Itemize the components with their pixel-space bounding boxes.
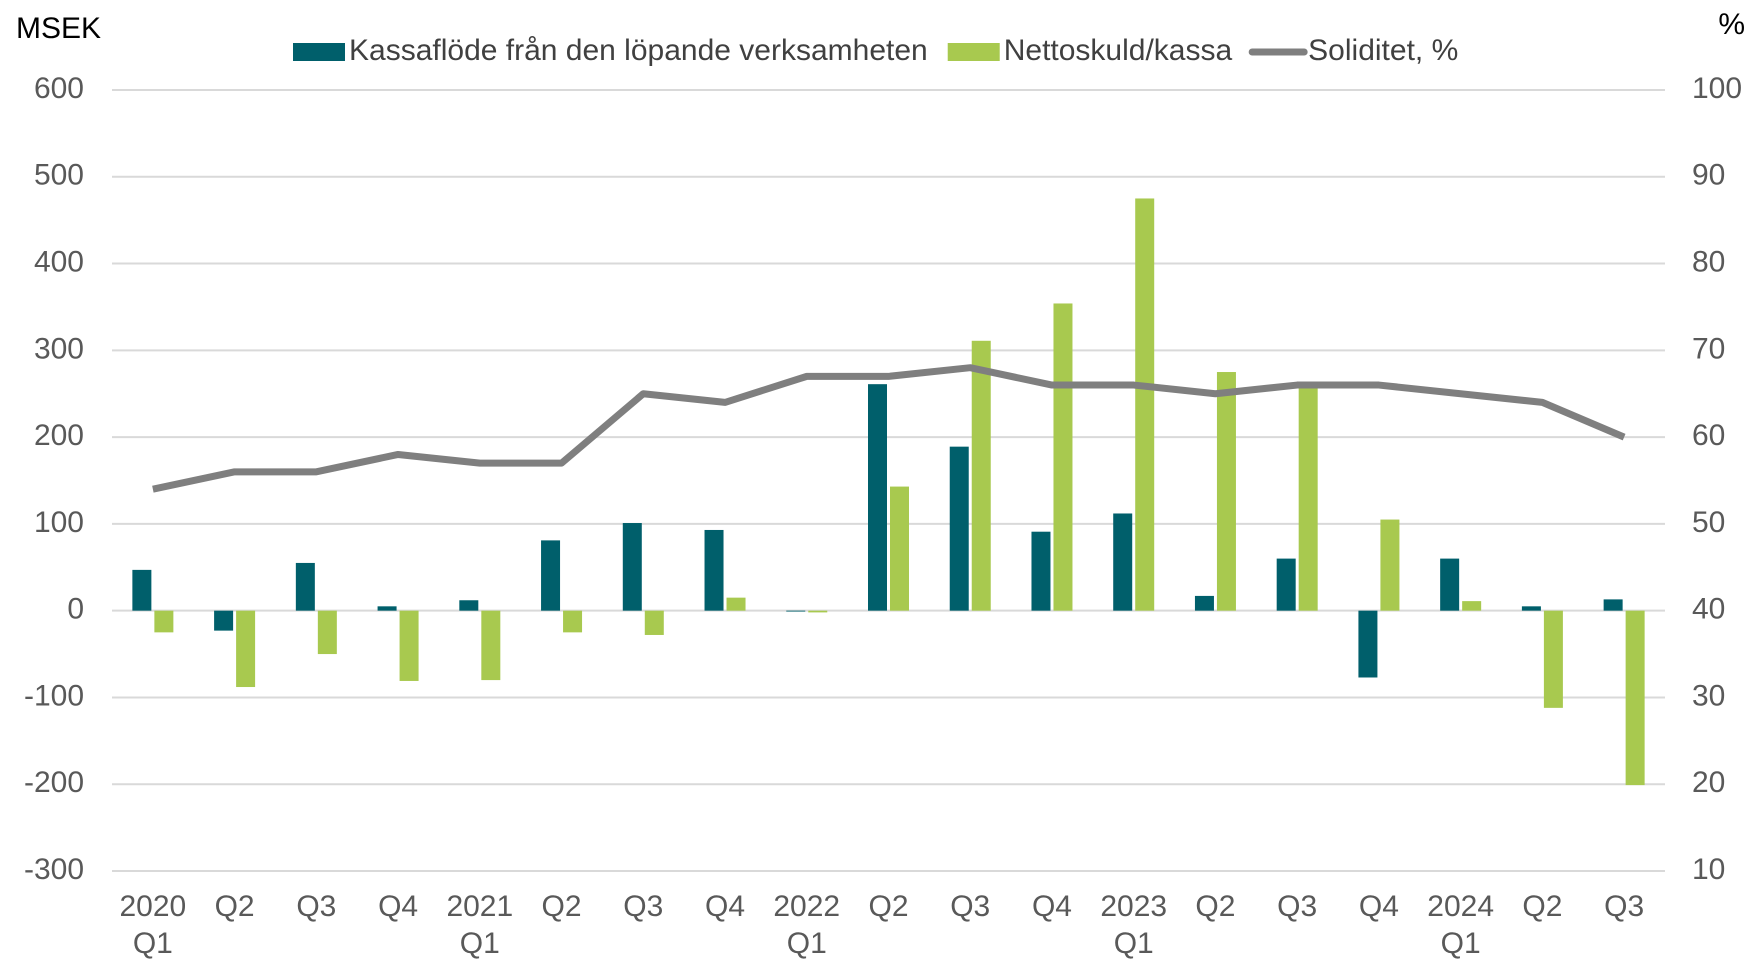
legend-label: Nettoskuld/kassa (1004, 34, 1233, 67)
y2-tick-label: 60 (1692, 419, 1725, 452)
x-tick-label: Q4 (1359, 890, 1399, 923)
x-tick-label: Q3 (623, 890, 663, 923)
y2-tick-label: 10 (1692, 853, 1725, 886)
legend-label: Kassaflöde från den löpande verksamheten (349, 34, 928, 67)
x-tick-label: 2024 Q1 (1427, 890, 1494, 960)
bar (214, 610, 234, 631)
y2-tick-label: 90 (1692, 159, 1725, 192)
y2-tick-label: 40 (1692, 593, 1725, 626)
x-tick-label: 2021 Q1 (446, 890, 513, 960)
y2-tick-label: 30 (1692, 679, 1725, 712)
x-tick-label: Q2 (215, 890, 255, 923)
y-tick-label: -300 (24, 853, 84, 886)
x-tick-label: Q2 (868, 890, 908, 923)
y2-tick-label: 70 (1692, 332, 1725, 365)
y-tick-label: 300 (34, 332, 84, 365)
x-tick-label: 2022 Q1 (773, 890, 840, 960)
y-tick-label: 100 (34, 506, 84, 539)
bar (317, 610, 337, 655)
bar (1462, 601, 1482, 611)
bar (1603, 599, 1623, 611)
bar (971, 340, 991, 611)
bar (154, 610, 174, 633)
bar (1135, 198, 1155, 611)
x-tick-label: Q4 (1032, 890, 1072, 923)
y-axis-label: MSEK (16, 12, 101, 45)
y-tick-label: 0 (67, 593, 84, 626)
bar (1216, 372, 1236, 611)
y-tick-label: 500 (34, 159, 84, 192)
bar (377, 606, 397, 611)
bar (949, 446, 969, 611)
x-tick-label: Q4 (378, 890, 418, 923)
bar (1276, 558, 1296, 611)
bar (1053, 303, 1073, 611)
x-tick-label: Q2 (1522, 890, 1562, 923)
y2-tick-label: 50 (1692, 506, 1725, 539)
y-tick-label: 400 (34, 245, 84, 278)
bar (1521, 606, 1541, 611)
bar (868, 384, 887, 611)
bar (622, 523, 642, 611)
bar (236, 610, 256, 688)
bar (808, 610, 828, 613)
legend-swatch (293, 43, 345, 61)
y-tick-label: -200 (24, 766, 84, 799)
y2-axis-label: % (1718, 8, 1745, 41)
bar (1358, 610, 1378, 678)
line (152, 364, 1626, 493)
legend: Kassaflöde från den löpande verksamheten… (293, 34, 1458, 67)
legend-label: Soliditet, % (1308, 34, 1458, 67)
bar (1298, 382, 1318, 611)
bar (786, 610, 806, 612)
bar (399, 610, 419, 681)
y-tick-label: -100 (24, 679, 84, 712)
x-tick-label: 2020 Q1 (119, 890, 186, 960)
x-tick-label: Q3 (1604, 890, 1644, 923)
x-tick-label: Q2 (542, 890, 582, 923)
y2-tick-label: 100 (1692, 72, 1742, 105)
x-tick-label: Q3 (296, 890, 336, 923)
x-tick-label: Q4 (705, 890, 745, 923)
y-tick-label: 600 (34, 72, 84, 105)
y-tick-label: 200 (34, 419, 84, 452)
bar (890, 486, 909, 611)
x-tick-label: Q3 (1277, 890, 1317, 923)
y2-tick-label: 20 (1692, 766, 1725, 799)
bar (459, 600, 479, 611)
x-tick-label: Q3 (950, 890, 990, 923)
bar (132, 569, 152, 611)
bar (1031, 531, 1051, 611)
legend-swatch (947, 43, 1000, 61)
bar (704, 529, 724, 611)
y2-tick-label: 80 (1692, 245, 1725, 278)
bar (644, 610, 664, 635)
bar (1625, 610, 1645, 786)
bar (295, 562, 315, 611)
bar (1380, 519, 1400, 611)
bar (1440, 558, 1460, 611)
x-tick-label: 2023 Q1 (1100, 890, 1167, 960)
x-tick-label: Q2 (1195, 890, 1235, 923)
bar (541, 540, 561, 611)
bar (1194, 595, 1214, 611)
bar (1543, 610, 1563, 708)
bar (481, 610, 501, 681)
bar (563, 610, 583, 633)
bar (1113, 513, 1133, 611)
bar (726, 597, 746, 611)
